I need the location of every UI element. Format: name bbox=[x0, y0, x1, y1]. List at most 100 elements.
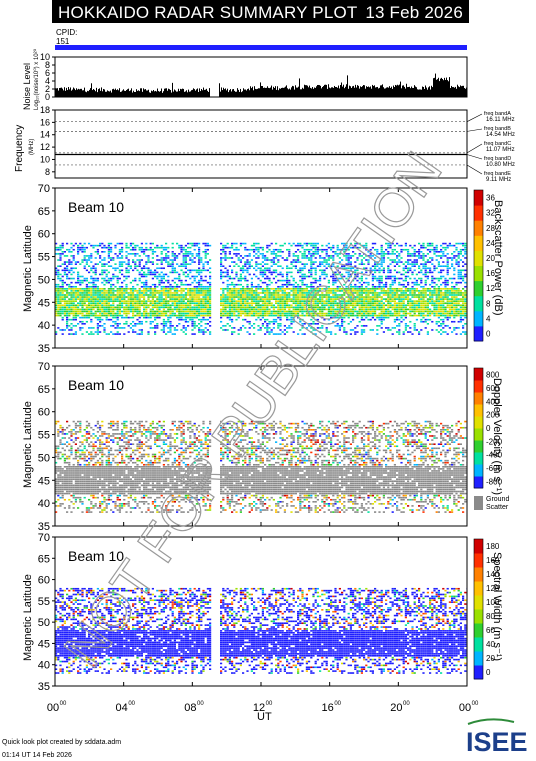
scatter-cell bbox=[191, 255, 194, 257]
noise-bar bbox=[317, 84, 318, 97]
scatter-cell bbox=[338, 316, 341, 319]
scatter-cell bbox=[248, 273, 251, 276]
scatter-cell bbox=[378, 279, 381, 282]
scatter-cell bbox=[288, 308, 291, 311]
scatter-cell bbox=[312, 253, 315, 255]
scatter-cell bbox=[327, 292, 330, 294]
scatter-cell bbox=[239, 310, 242, 313]
scatter-cell bbox=[107, 288, 110, 290]
scatter-cell bbox=[431, 302, 434, 305]
scatter-cell bbox=[184, 320, 187, 323]
scatter-cell bbox=[272, 292, 275, 294]
scatter-cell bbox=[118, 314, 121, 317]
scatter-cell bbox=[202, 292, 205, 294]
scatter-cell bbox=[387, 251, 390, 253]
noise-bar bbox=[104, 89, 105, 97]
scatter-cell bbox=[149, 242, 152, 245]
scatter-cell bbox=[341, 306, 344, 309]
scatter-cell bbox=[116, 333, 119, 335]
noise-bar bbox=[170, 89, 171, 97]
scatter-cell bbox=[226, 279, 229, 282]
scatter-cell bbox=[354, 273, 357, 276]
scatter-cell bbox=[275, 296, 278, 298]
scatter-cell bbox=[400, 244, 403, 247]
scatter-cell bbox=[198, 283, 201, 286]
scatter-cell bbox=[404, 298, 407, 300]
scatter-cell bbox=[224, 325, 227, 327]
scatter-cell bbox=[314, 269, 317, 272]
scatter-cell bbox=[136, 308, 139, 311]
scatter-cell bbox=[231, 242, 234, 245]
noise-ytick-label: 0 bbox=[45, 92, 50, 102]
scatter-cell bbox=[184, 283, 187, 286]
scatter-cell bbox=[411, 261, 414, 263]
scatter-cell bbox=[244, 292, 247, 294]
scatter-cell bbox=[398, 306, 401, 309]
scatter-cell bbox=[156, 327, 159, 329]
scatter-cell bbox=[187, 246, 190, 249]
scatter-cell bbox=[268, 288, 271, 290]
scatter-cell bbox=[63, 329, 66, 331]
scatter-cell bbox=[310, 292, 313, 294]
scatter-cell bbox=[407, 275, 410, 278]
scatter-cell bbox=[431, 292, 434, 294]
scatter-cell bbox=[121, 257, 124, 259]
scatter-cell bbox=[341, 242, 344, 245]
scatter-cell bbox=[407, 263, 410, 265]
scatter-cell bbox=[149, 269, 152, 272]
noise-bar bbox=[196, 89, 197, 97]
scatter-cell bbox=[92, 277, 95, 280]
scatter-cell bbox=[314, 306, 317, 309]
scatter-cell bbox=[400, 273, 403, 276]
scatter-cell bbox=[239, 300, 242, 302]
scatter-cell bbox=[116, 310, 119, 313]
scatter-cell bbox=[257, 300, 260, 302]
scatter-cell bbox=[116, 257, 119, 259]
scatter-cell bbox=[107, 312, 110, 315]
scatter-cell bbox=[325, 331, 328, 333]
scatter-cell bbox=[290, 318, 293, 321]
scatter-cell bbox=[70, 296, 73, 298]
scatter-cell bbox=[407, 255, 410, 257]
scatter-cell bbox=[200, 279, 203, 282]
scatter-cell bbox=[290, 271, 293, 274]
scatter-cell bbox=[209, 310, 212, 313]
scatter-cell bbox=[209, 325, 212, 327]
scatter-cell bbox=[143, 283, 146, 286]
scatter-cell bbox=[248, 263, 251, 265]
scatter-cell bbox=[134, 255, 137, 257]
scatter-cell bbox=[264, 306, 267, 309]
scatter-cell bbox=[327, 323, 330, 325]
scatter-cell bbox=[297, 283, 300, 286]
noise-bar bbox=[114, 89, 115, 97]
scatter-cell bbox=[140, 300, 143, 302]
scatter-cell bbox=[418, 265, 421, 267]
scatter-cell bbox=[200, 261, 203, 263]
noise-bar bbox=[419, 89, 420, 97]
scatter-cell bbox=[338, 308, 341, 311]
scatter-cell bbox=[156, 302, 159, 305]
scatter-cell bbox=[237, 292, 240, 294]
scatter-cell bbox=[266, 283, 269, 286]
scatter-cell bbox=[165, 304, 168, 307]
scatter-cell bbox=[338, 290, 341, 292]
scatter-cell bbox=[345, 290, 348, 292]
scatter-cell bbox=[286, 273, 289, 276]
scatter-cell bbox=[281, 283, 284, 286]
scatter-cell bbox=[371, 329, 374, 331]
scatter-cell bbox=[110, 283, 113, 286]
scatter-cell bbox=[226, 296, 229, 298]
scatter-cell bbox=[407, 261, 410, 263]
scatter-cell bbox=[376, 325, 379, 327]
scatter-cell bbox=[70, 277, 73, 280]
scatter-cell bbox=[158, 314, 161, 317]
scatter-cell bbox=[189, 277, 192, 280]
scatter-cell bbox=[327, 306, 330, 309]
scatter-cell bbox=[312, 255, 315, 257]
scatter-cell bbox=[440, 275, 443, 278]
scatter-cell bbox=[376, 298, 379, 300]
scatter-cell bbox=[415, 294, 418, 296]
scatter-cell bbox=[391, 292, 394, 294]
scatter-cell bbox=[279, 273, 282, 276]
scatter-cell bbox=[169, 290, 172, 292]
